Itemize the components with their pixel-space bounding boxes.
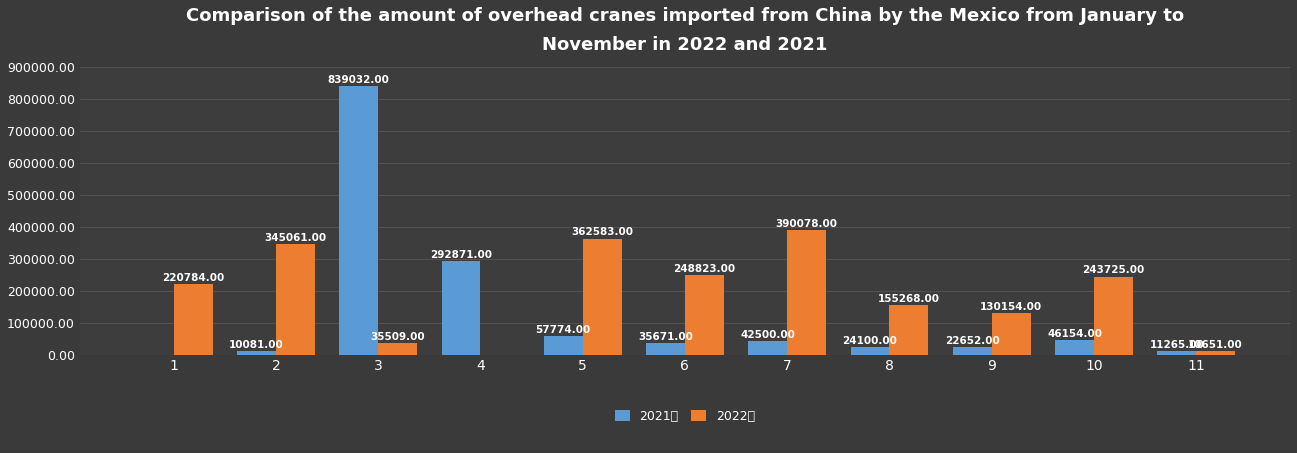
Text: 243725.00: 243725.00 bbox=[1082, 265, 1144, 275]
Text: 839032.00: 839032.00 bbox=[328, 75, 389, 85]
Text: 46154.00: 46154.00 bbox=[1047, 328, 1102, 338]
Bar bbox=[953, 347, 992, 355]
Bar bbox=[340, 87, 379, 355]
Bar bbox=[748, 341, 787, 355]
Bar bbox=[379, 343, 418, 355]
Bar bbox=[441, 261, 480, 355]
Text: 362583.00: 362583.00 bbox=[571, 227, 633, 237]
Legend: 2021年, 2022年: 2021年, 2022年 bbox=[608, 404, 761, 429]
Text: 57774.00: 57774.00 bbox=[536, 325, 591, 335]
Bar bbox=[787, 230, 826, 355]
Text: 22652.00: 22652.00 bbox=[946, 336, 1000, 346]
Bar bbox=[1093, 277, 1132, 355]
Text: 24100.00: 24100.00 bbox=[843, 336, 898, 346]
Bar bbox=[1157, 351, 1196, 355]
Text: 35671.00: 35671.00 bbox=[638, 332, 693, 342]
Bar bbox=[685, 275, 724, 355]
Text: 155268.00: 155268.00 bbox=[878, 294, 940, 304]
Bar bbox=[174, 284, 213, 355]
Text: 292871.00: 292871.00 bbox=[431, 250, 492, 260]
Bar bbox=[543, 336, 582, 355]
Text: 220784.00: 220784.00 bbox=[162, 273, 224, 283]
Bar bbox=[646, 343, 685, 355]
Text: 11265.00: 11265.00 bbox=[1149, 340, 1204, 350]
Text: 345061.00: 345061.00 bbox=[265, 233, 327, 243]
Text: 35509.00: 35509.00 bbox=[370, 332, 425, 342]
Bar bbox=[851, 347, 890, 355]
Bar bbox=[992, 313, 1031, 355]
Bar bbox=[1054, 340, 1093, 355]
Title: Comparison of the amount of overhead cranes imported from China by the Mexico fr: Comparison of the amount of overhead cra… bbox=[185, 7, 1184, 54]
Bar bbox=[1196, 351, 1235, 355]
Bar bbox=[237, 352, 276, 355]
Bar bbox=[582, 239, 621, 355]
Text: 130154.00: 130154.00 bbox=[981, 302, 1043, 312]
Bar bbox=[276, 244, 315, 355]
Text: 248823.00: 248823.00 bbox=[673, 264, 735, 274]
Text: 10651.00: 10651.00 bbox=[1188, 340, 1243, 350]
Text: 10081.00: 10081.00 bbox=[230, 340, 284, 350]
Bar bbox=[890, 305, 929, 355]
Text: 390078.00: 390078.00 bbox=[776, 219, 838, 229]
Text: 42500.00: 42500.00 bbox=[741, 330, 795, 340]
